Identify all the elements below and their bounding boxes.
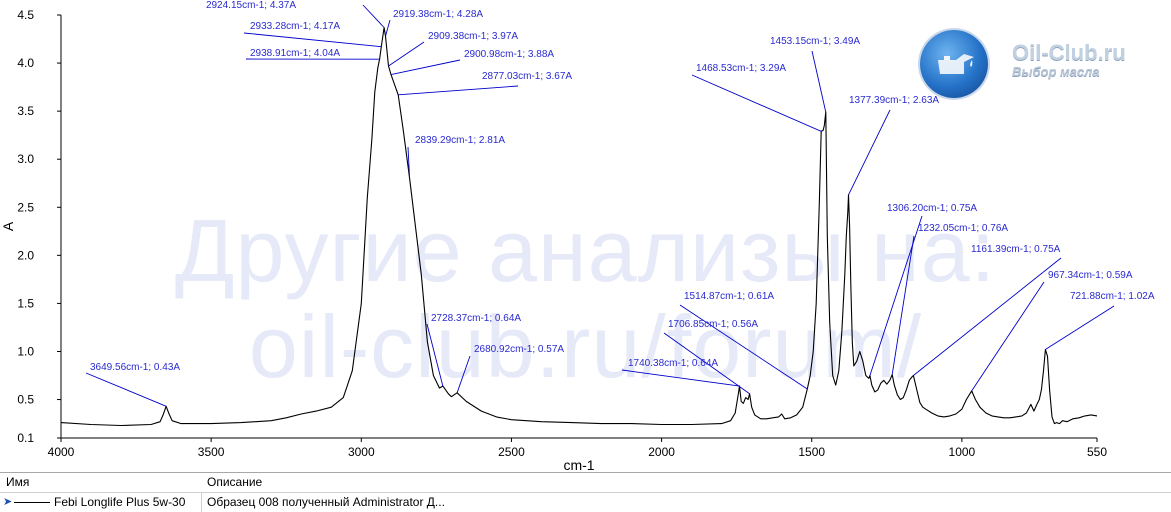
y-tick-label: 0.1 [17,431,34,445]
y-axis-label: A [0,221,16,231]
x-tick-label: 3000 [348,445,375,459]
x-tick-label: 1500 [798,445,825,459]
legend-header-name[interactable]: Имя [6,473,29,492]
x-tick-label: 4000 [48,445,75,459]
y-tick-label: 1.5 [17,296,34,310]
peak-annotation: 1514.87cm-1; 0.61A [684,291,774,302]
annotation-leader [622,370,740,386]
y-tick-label: 4.0 [17,56,34,70]
peak-annotation: 2877.03cm-1; 3.67A [482,71,572,82]
peak-annotation: 967.34cm-1; 0.59A [1048,270,1133,281]
annotation-leader [389,42,424,66]
legend-table: Имя Описание ➤ Febi Longlife Plus 5w-30 … [0,472,1171,512]
logo-subtitle: Выбор масла [1012,64,1099,79]
annotation-leader [86,373,166,406]
annotation-leader [849,110,890,195]
y-tick-label: 2.5 [17,200,34,214]
annotation-leader [812,51,826,112]
annotation-leader [680,305,807,389]
peak-annotation: 1706.85cm-1; 0.56A [668,319,758,330]
annotation-leader [972,282,1044,391]
peak-annotation: 2938.91cm-1; 4.04A [250,48,340,59]
peak-annotation: 2909.38cm-1; 3.97A [428,31,518,42]
x-tick-label: 3500 [198,445,225,459]
annotation-leader [385,20,390,36]
legend-header-description[interactable]: Описание [207,473,262,492]
row-pointer-icon: ➤ [3,493,12,512]
peak-annotation: 721.88cm-1; 1.02A [1070,291,1155,302]
y-tick-label: 0.5 [17,393,34,407]
peak-annotation: 2839.29cm-1; 2.81A [415,135,505,146]
peak-annotation: 1232.05cm-1; 0.76A [918,223,1008,234]
y-tick-label: 1.0 [17,344,34,358]
peak-annotation: 1740.38cm-1; 0.64A [628,358,718,369]
annotation-leader [391,60,460,75]
peak-annotation: 1306.20cm-1; 0.75A [887,203,977,214]
peak-annotation: 2680.92cm-1; 0.57A [474,344,564,355]
logo-title: Oil-Club.ru [1012,40,1126,66]
y-tick-label: 3.0 [17,152,34,166]
peak-annotation: 2728.37cm-1; 0.64A [431,313,521,324]
legend-row[interactable]: ➤ Febi Longlife Plus 5w-30 Образец 008 п… [0,493,1171,512]
peak-annotation: 3649.56cm-1; 0.43A [90,362,180,373]
x-tick-label: 2500 [498,445,525,459]
annotation-leader [398,86,518,95]
peak-annotation: 1161.39cm-1; 0.75A [971,244,1061,255]
annotation-leader [244,33,381,47]
annotation-leader [692,75,821,131]
series-swatch [14,502,50,503]
legend-row-name: Febi Longlife Plus 5w-30 [54,493,185,512]
annotation-leader [363,5,384,27]
annotation-leader [457,356,470,393]
oil-can-logo-icon [920,30,988,98]
annotation-leader [892,236,914,375]
peak-annotation: 2919.38cm-1; 4.28A [393,9,483,20]
peak-annotation: 2900.98cm-1; 3.88A [464,49,554,60]
x-tick-label: 550 [1087,445,1107,459]
legend-row-description: Образец 008 полученный Administrator Д..… [207,493,467,512]
peak-annotation: 1468.53cm-1; 3.29A [696,63,786,74]
peak-annotation: 1453.15cm-1; 3.49A [770,36,860,47]
oil-club-logo: Oil-Club.ru Выбор масла [918,28,1158,102]
peak-annotation: 2933.28cm-1; 4.17A [250,21,340,32]
x-tick-label: 2000 [648,445,675,459]
legend-header-row: Имя Описание [0,473,1171,493]
y-tick-label: 3.5 [17,104,34,118]
annotation-leader [913,258,1061,376]
annotation-leader [1045,306,1114,350]
x-axis-label: cm-1 [563,457,594,472]
y-tick-label: 4.5 [17,8,34,22]
x-tick-label: 1000 [949,445,976,459]
peak-annotation: 2924.15cm-1; 4.37A [206,0,296,11]
y-tick-label: 2.0 [17,248,34,262]
